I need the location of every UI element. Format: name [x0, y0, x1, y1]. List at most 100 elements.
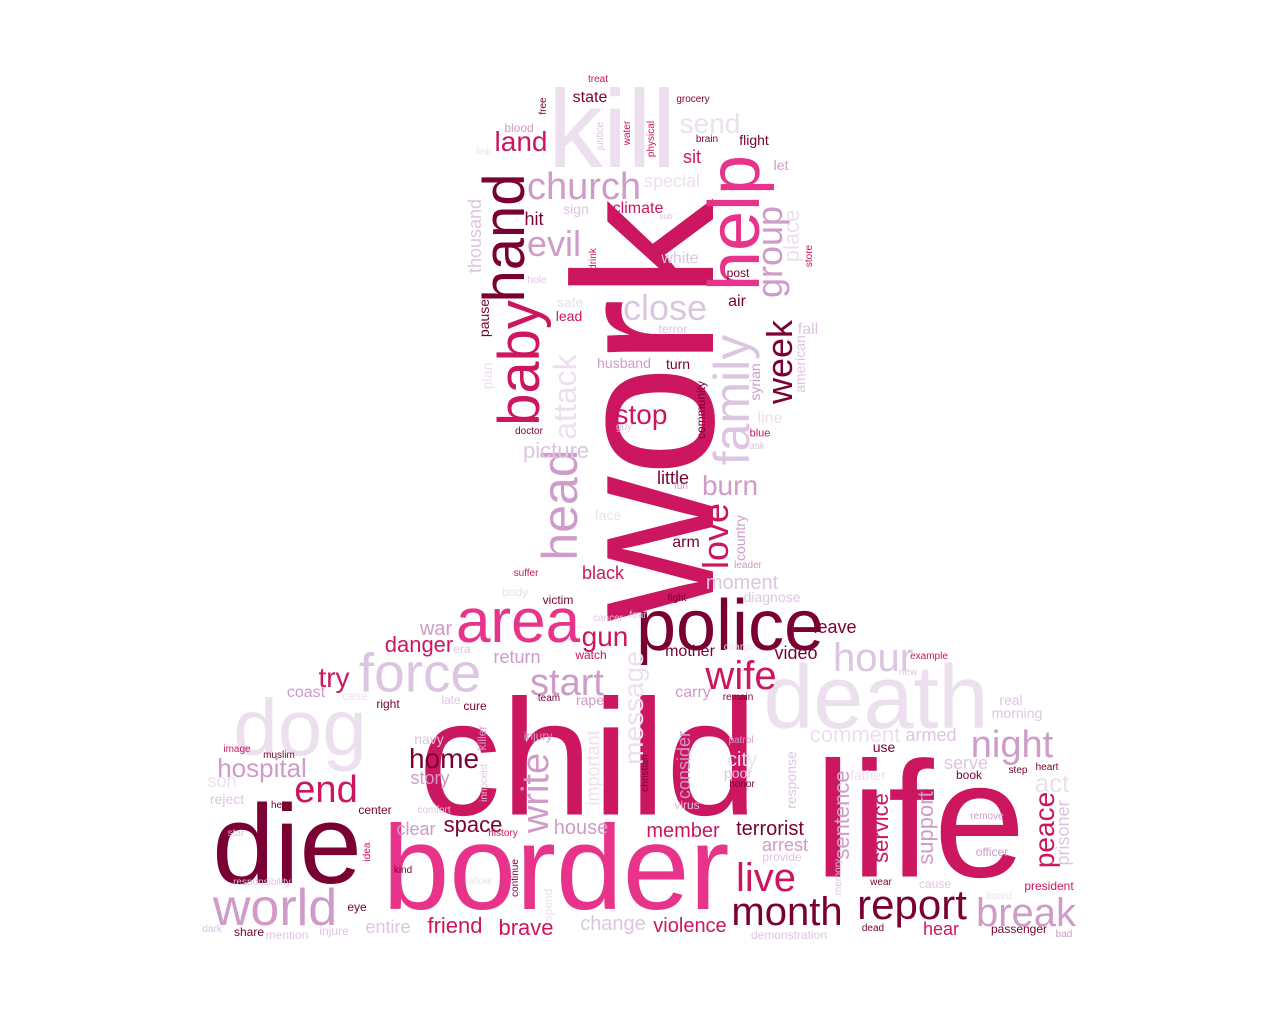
word-start: start — [530, 662, 604, 704]
word-cancer: cancer — [592, 613, 624, 624]
word-link: link — [476, 147, 492, 158]
word-danger: danger — [384, 632, 454, 657]
word-member: member — [646, 820, 720, 842]
word-treat: treat — [587, 74, 609, 85]
word-new: new — [898, 667, 918, 678]
word-store: store — [804, 244, 815, 268]
word-special: special — [643, 171, 701, 191]
word-brain: brain — [695, 134, 719, 145]
word-brave: brave — [498, 915, 554, 940]
word-home: home — [408, 743, 480, 774]
word-police: police — [635, 586, 825, 666]
word-husband: husband — [597, 355, 651, 371]
word-passenger: passenger — [990, 922, 1048, 936]
word-message: message — [618, 651, 649, 765]
word-turn: turn — [665, 356, 691, 372]
word-country: country — [732, 515, 748, 561]
word-close: close — [622, 287, 708, 328]
word-gun: gun — [581, 621, 629, 652]
word-allow: allow — [468, 876, 492, 887]
word-clear: clear — [396, 819, 436, 839]
word-syrian: syrian — [747, 363, 763, 401]
word-injure: injure — [319, 924, 349, 938]
word-space: space — [443, 812, 503, 837]
word-death: death — [763, 648, 989, 748]
word-victim: victim — [542, 593, 574, 607]
word-step: step — [1008, 765, 1028, 776]
word-grocery: grocery — [676, 94, 710, 105]
word-response: response — [783, 751, 799, 809]
word-carry: carry — [675, 684, 711, 701]
word-mother: mother — [665, 643, 715, 660]
word-climate: climate — [612, 200, 664, 217]
word-example: example — [910, 651, 948, 662]
word-suffer: suffer — [513, 568, 539, 579]
word-morning: morning — [991, 705, 1043, 721]
word-black: black — [581, 563, 625, 583]
word-write: write — [515, 752, 557, 834]
word-case: case — [342, 689, 368, 703]
word-kill: kill — [547, 68, 677, 191]
word-city: city — [727, 749, 757, 771]
word-hospital: hospital — [217, 753, 307, 783]
word-late: late — [441, 693, 461, 707]
word-community: community — [694, 380, 708, 440]
word-rape: rape — [575, 692, 605, 708]
word-team: team — [537, 693, 561, 704]
word-patrol: patrol — [728, 735, 754, 746]
word-center: center — [358, 803, 392, 817]
word-blue: blue — [749, 427, 771, 440]
word-story: story — [410, 768, 450, 788]
word-burn: burn — [701, 470, 759, 501]
word-entire: entire — [365, 917, 411, 937]
word-flight: flight — [739, 132, 769, 148]
word-return: return — [493, 647, 541, 667]
word-consider: consider — [674, 730, 694, 800]
word-safe: safe — [556, 294, 584, 310]
word-demonstration: demonstration — [750, 928, 828, 942]
word-month: month — [731, 890, 843, 934]
word-watch: watch — [575, 648, 607, 662]
word-drink: drink — [588, 248, 599, 270]
word-air: air — [728, 293, 746, 310]
word-service: service — [868, 793, 893, 863]
word-coast: coast — [286, 684, 326, 701]
word-white: white — [661, 250, 699, 267]
word-send: send — [679, 108, 741, 139]
word-use: use — [872, 739, 896, 755]
word-cure: cure — [463, 699, 487, 713]
word-plan: plan — [479, 362, 495, 390]
word-comfort: comfort — [417, 805, 451, 816]
word-let: let — [773, 157, 789, 173]
word-reject: reject — [209, 791, 245, 807]
word-arm: arm — [672, 534, 700, 551]
word-bad: bad — [1055, 929, 1073, 940]
word-sit: sit — [683, 147, 701, 167]
word-poor: poor — [723, 765, 753, 781]
word-sentence: sentence — [829, 770, 854, 860]
word-mention: mention — [265, 928, 309, 942]
word-dark: dark — [202, 924, 222, 935]
word-life: life — [814, 727, 1026, 912]
word-body: body — [501, 585, 529, 599]
word-physical: physical — [646, 120, 657, 158]
word-doctor: doctor — [515, 426, 543, 437]
word-president: president — [1024, 879, 1074, 893]
word-american: american — [792, 335, 808, 393]
word-face: face — [594, 507, 622, 523]
word-violence: violence — [653, 915, 727, 937]
word-break: break — [975, 891, 1077, 935]
word-kind: kind — [393, 865, 413, 876]
word-free: free — [538, 97, 549, 115]
word-killer: killer — [475, 725, 489, 751]
word-pause: pause — [476, 298, 492, 338]
word-leader: leader — [734, 560, 762, 571]
word-attack: attack — [547, 354, 583, 440]
word-land: land — [494, 126, 548, 157]
word-sub: sub — [659, 212, 673, 221]
word-post: post — [726, 266, 750, 280]
word-wife: wife — [705, 654, 777, 698]
word-force: force — [358, 641, 482, 704]
word-idea: idea — [362, 842, 373, 862]
word-comment: comment — [809, 722, 901, 747]
